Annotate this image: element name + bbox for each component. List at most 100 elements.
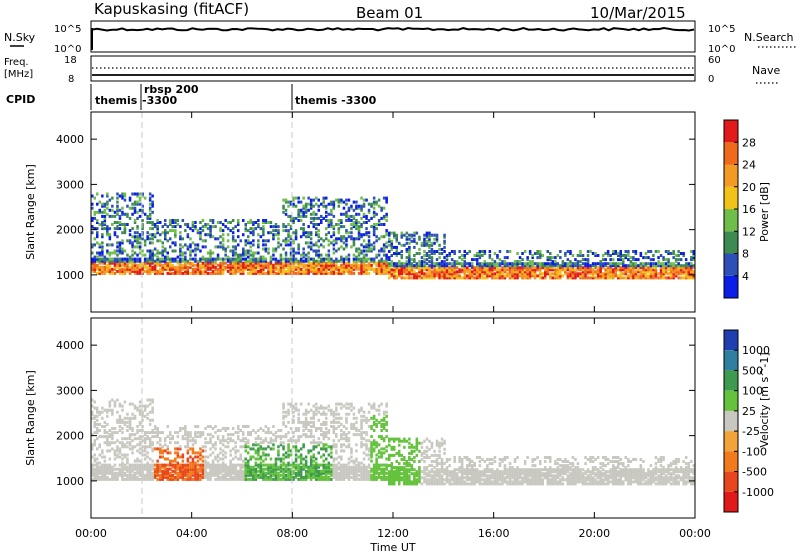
heatmap-cell [111,467,114,471]
heatmap-cell [226,471,230,475]
heatmap-cell [571,276,575,280]
heatmap-cell [659,264,663,268]
heatmap-cell [148,216,152,220]
heatmap-cell [257,269,260,273]
heatmap-cell [113,453,117,457]
heatmap-cell [315,406,318,410]
heatmap-cell [299,461,303,465]
heatmap-cell [325,469,328,473]
heatmap-cell [101,214,104,218]
heatmap-cell [91,263,94,267]
heatmap-cell [360,249,363,253]
heatmap-cell [123,227,127,231]
heatmap-cell [299,402,303,406]
heatmap-cell [237,425,240,428]
heatmap-cell [133,414,137,418]
heatmap-cell [244,265,247,269]
heatmap-cell [176,453,180,457]
heatmap-cell [289,265,293,269]
heatmap-cell [609,266,612,270]
heatmap-cell [126,263,129,267]
heatmap-cell [136,463,139,467]
heatmap-cell [289,427,293,430]
heatmap-cell [201,219,205,222]
heatmap-cell [367,231,371,235]
heatmap-cell [395,245,398,249]
heatmap-cell [508,274,512,278]
heatmap-cell [252,227,255,231]
heatmap-cell [247,465,250,469]
heatmap-cell [428,231,431,235]
heatmap-cell [335,433,338,437]
heatmap-cell [143,263,147,267]
heatmap-cell [317,259,320,263]
heatmap-cell [415,252,419,255]
heatmap-cell [133,231,137,235]
heatmap-cell [649,268,653,272]
heatmap-cell [282,269,285,273]
heatmap-cell [289,202,293,206]
heatmap-cell [128,477,132,481]
heatmap-cell [269,457,273,461]
heatmap-cell [141,267,144,271]
heatmap-cell [189,253,192,257]
heatmap-cell [302,465,305,469]
heatmap-cell [159,475,162,479]
heatmap-cell [342,200,346,204]
heatmap-cell [249,469,252,473]
heatmap-cell [388,237,391,241]
heatmap-cell [586,250,590,253]
heatmap-cell [204,265,207,269]
heatmap-cell [242,463,245,467]
heatmap-cell [186,449,190,453]
heatmap-cell [408,260,411,264]
heatmap-cell [108,233,112,237]
heatmap-cell [103,219,107,222]
heatmap-cell [234,469,237,473]
heatmap-cell [377,198,381,202]
heatmap-cell [355,477,358,481]
heatmap-cell [632,258,635,262]
heatmap-cell [189,447,192,451]
heatmap-cell [264,471,268,475]
heatmap-cell [204,467,207,471]
heatmap-cell [156,227,159,231]
heatmap-cell [179,471,182,475]
heatmap-cell [584,264,587,268]
heatmap-cell [687,270,690,274]
heatmap-cell [340,475,343,479]
heatmap-cell [252,253,255,257]
heatmap-cell [365,416,368,420]
heatmap-cell [179,455,182,459]
heatmap-cell [269,439,273,443]
heatmap-cell [138,435,142,439]
heatmap-cell [151,227,154,231]
heatmap-cell [619,250,622,253]
heatmap-cell [242,249,245,253]
heatmap-cell [377,263,381,267]
heatmap-cell [345,412,348,416]
heatmap-cell [669,252,673,255]
heatmap-cell [136,241,139,245]
heatmap-cell [126,214,129,218]
heatmap-cell [257,233,260,237]
heatmap-cell [390,245,393,249]
heatmap-cell [664,272,668,276]
heatmap-cell [242,257,245,261]
heatmap-cell [294,402,298,406]
heatmap-cell [377,449,381,453]
heatmap-cell [533,252,537,255]
heatmap-cell [242,219,245,222]
heatmap-cell [106,431,109,435]
heatmap-cell [508,266,512,270]
heatmap-cell [332,473,336,477]
heatmap-cell [418,262,421,266]
heatmap-cell [579,260,582,264]
heatmap-cell [627,250,630,253]
heatmap-cell [116,253,119,257]
heatmap-cell [269,263,273,267]
heatmap-cell [345,420,348,424]
heatmap-cell [425,243,429,247]
heatmap-cell [315,412,318,416]
heatmap-cell [307,259,310,263]
